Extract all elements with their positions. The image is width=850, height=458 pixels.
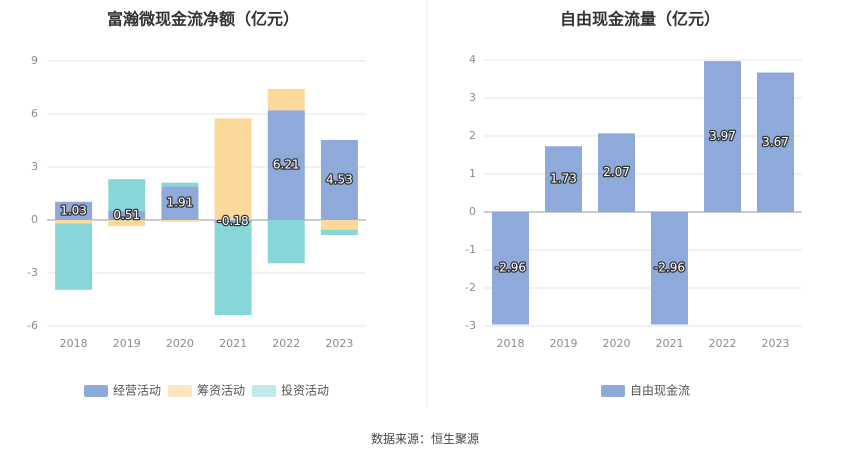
- x-tick-label: 2023: [325, 337, 353, 350]
- bar-series2: [320, 229, 358, 236]
- bar-series0: [108, 210, 146, 220]
- bar-series2: [267, 220, 305, 264]
- bar-series1: [108, 220, 146, 227]
- bar-series2: [161, 182, 199, 187]
- data-label: 1.03: [60, 203, 87, 217]
- legend-swatch[interactable]: [252, 385, 276, 397]
- bar-free-cash-flow: [492, 212, 529, 325]
- chart-title: 富瀚微现金流净额（亿元）: [107, 10, 299, 29]
- bar-series2: [55, 223, 93, 290]
- bar-series0: [55, 201, 93, 220]
- bar-free-cash-flow: [545, 146, 582, 212]
- y-tick-label: 2: [469, 129, 476, 142]
- data-label: 6.21: [273, 158, 300, 172]
- bar-series0: [267, 110, 305, 220]
- bar-series0: [214, 220, 252, 224]
- y-tick-label: 6: [31, 107, 38, 120]
- y-tick-label: -2: [465, 281, 476, 294]
- y-tick-label: 9: [31, 54, 38, 67]
- y-tick-label: 0: [31, 213, 38, 226]
- data-label: 2.07: [603, 165, 630, 179]
- x-tick-label: 2019: [113, 337, 141, 350]
- bar-free-cash-flow: [757, 72, 794, 212]
- bar-series1: [267, 89, 305, 111]
- bar-series1: [320, 220, 358, 230]
- bar-series2: [108, 179, 146, 211]
- legend-label[interactable]: 自由现金流: [630, 383, 690, 398]
- data-label: -0.18: [218, 214, 249, 228]
- legend-swatch[interactable]: [168, 385, 192, 397]
- bar-series0: [161, 186, 199, 220]
- y-tick-label: 3: [469, 91, 476, 104]
- x-tick-label: 2022: [272, 337, 300, 350]
- x-tick-label: 2023: [762, 337, 790, 350]
- legend-swatch[interactable]: [601, 385, 625, 397]
- data-label: 4.53: [326, 172, 353, 186]
- x-tick-label: 2020: [166, 337, 194, 350]
- bar-series1: [214, 118, 252, 220]
- legend-swatch[interactable]: [84, 385, 108, 397]
- data-label: -2.96: [495, 261, 526, 275]
- source-note: 数据来源：恒生聚源: [371, 431, 479, 446]
- data-label: 3.97: [709, 129, 736, 143]
- y-tick-label: 1: [469, 167, 476, 180]
- y-tick-label: -3: [465, 319, 476, 332]
- x-tick-label: 2018: [60, 337, 88, 350]
- bar-free-cash-flow: [598, 133, 635, 212]
- x-tick-label: 2018: [497, 337, 525, 350]
- data-label: 3.67: [762, 135, 789, 149]
- y-tick-label: 4: [469, 53, 476, 66]
- x-tick-label: 2021: [656, 337, 684, 350]
- chart-free-cash-flow: 自由现金流量（亿元） -3 -2 -1 0 1 2 3 4 2018 2019 2020 2021 202…: [465, 10, 802, 398]
- y-tick-label: -3: [27, 266, 38, 279]
- bar-free-cash-flow: [651, 212, 688, 325]
- bar-free-cash-flow: [704, 61, 741, 212]
- y-tick-label: 0: [469, 205, 476, 218]
- legend-label[interactable]: 投资活动: [281, 383, 329, 398]
- x-tick-label: 2022: [709, 337, 737, 350]
- y-tick-label: 3: [31, 160, 38, 173]
- y-tick-label: -1: [465, 243, 476, 256]
- data-label: 1.73: [550, 172, 577, 186]
- bar-series1: [55, 220, 93, 224]
- legend-label[interactable]: 经营活动: [113, 384, 161, 398]
- bar-series0: [320, 139, 358, 220]
- x-tick-label: 2021: [219, 337, 247, 350]
- data-label: 0.51: [113, 208, 140, 222]
- bar-series2: [214, 223, 252, 316]
- chart-cash-flow-net: 富瀚微现金流净额（亿元） -6 -3 0 3 6 9 2018 2019 2020 2021 2022…: [27, 10, 366, 398]
- legend-label[interactable]: 筹资活动: [197, 384, 245, 398]
- bar-series1: [161, 220, 199, 222]
- x-tick-label: 2020: [603, 337, 631, 350]
- x-tick-label: 2019: [550, 337, 578, 350]
- y-tick-label: -6: [27, 319, 38, 332]
- data-label: -2.96: [654, 261, 685, 275]
- chart-title: 自由现金流量（亿元）: [560, 10, 720, 29]
- data-label: 1.91: [167, 196, 194, 210]
